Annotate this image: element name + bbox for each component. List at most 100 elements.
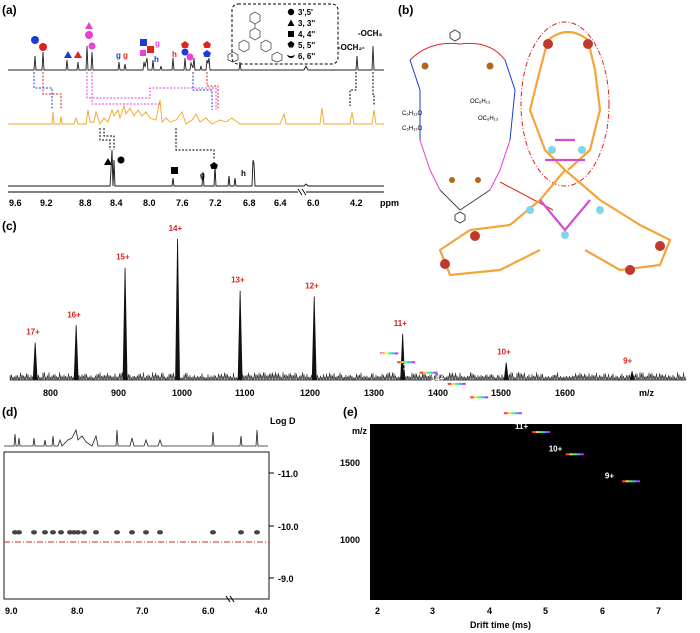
twim-signal-segment bbox=[400, 361, 405, 364]
twim-signal-segment bbox=[518, 412, 522, 415]
marker-magenta-circle-icon bbox=[85, 31, 93, 39]
ms-peak-label: 16+ bbox=[67, 310, 81, 319]
panel-d-label: (d) bbox=[2, 405, 17, 419]
dosy-xtick: 6.0 bbox=[202, 606, 215, 616]
twim-signal-segment bbox=[636, 480, 640, 483]
dosy-signal bbox=[114, 530, 120, 535]
twim-signal-segment bbox=[434, 371, 438, 374]
twim-signal-segment bbox=[404, 361, 408, 364]
dosy-ytick: -11.0 bbox=[278, 469, 298, 479]
ms-tick: 900 bbox=[111, 388, 126, 398]
twim-xtick: 6 bbox=[600, 606, 605, 616]
twim-signal-segment bbox=[451, 382, 455, 385]
assign-line-bottom-3 bbox=[175, 128, 215, 160]
twim-signal-segment bbox=[542, 431, 547, 434]
assign-line-och2 bbox=[349, 72, 357, 106]
twim-signal-segment bbox=[419, 371, 424, 374]
dosy-xtick: 8.0 bbox=[71, 606, 84, 616]
nmr-legend: 3',5' 3, 3'' 4, 4'' 5, 5'' 6, 6'' bbox=[287, 8, 315, 61]
dosy-ylabel: Log D bbox=[270, 416, 296, 426]
peak-h-bottom: h bbox=[241, 169, 246, 178]
peak-och3-label: -OCH₃ bbox=[358, 29, 382, 38]
twim-charge-label: 9+ bbox=[605, 471, 614, 480]
dosy-x-ticks: 9.0 8.0 7.0 6.0 4.0 bbox=[5, 595, 268, 616]
legend-triangle-icon bbox=[287, 19, 295, 26]
twim-xtick: 2 bbox=[375, 606, 380, 616]
ms-peak-label: 15+ bbox=[116, 253, 130, 262]
marker-magenta-square-icon bbox=[140, 50, 146, 56]
dosy-signals bbox=[12, 530, 260, 535]
twim-signal-segment bbox=[532, 431, 536, 434]
marker-red-pentagon-2-icon bbox=[203, 41, 211, 48]
nmr-spectrum-bottom bbox=[8, 149, 384, 187]
dosy-ytick: -9.0 bbox=[278, 574, 294, 584]
ms-peak-label: 14+ bbox=[169, 224, 183, 233]
nmr-legend-box bbox=[231, 3, 339, 65]
twim-signal-segment bbox=[447, 382, 452, 385]
twim-signal-segment bbox=[625, 480, 630, 483]
nmr-tick: 6.4 bbox=[274, 198, 287, 208]
marker-blue-circle-icon bbox=[31, 36, 39, 44]
panel-a-label: (a) bbox=[2, 3, 17, 17]
ligand-structure-drawing bbox=[227, 11, 283, 63]
ms-peak-label: 12+ bbox=[305, 282, 319, 291]
twim-signals: 17+16+ 15+ 14+ 13+ 12+ 11+ 10+ 9+ bbox=[363, 343, 640, 483]
dosy-xtick: 4.0 bbox=[255, 606, 268, 616]
twim-signal-segment bbox=[507, 412, 512, 415]
peak-g-red: g bbox=[123, 51, 128, 60]
nmr-tick: 9.6 bbox=[9, 198, 22, 208]
ms-tick-labels: 800 900 1000 1100 1200 1300 1400 1500 16… bbox=[43, 388, 655, 398]
twim-signal-segment bbox=[576, 453, 581, 456]
assign-line-red-2 bbox=[206, 72, 219, 110]
twim-charge-label: 15+ bbox=[403, 363, 417, 372]
twim-signal-segment bbox=[572, 453, 577, 456]
twim-signal-segment bbox=[632, 480, 637, 483]
ms-baseline-noise bbox=[9, 371, 687, 382]
legend-item-5: 6, 6'' bbox=[298, 52, 315, 61]
twim-charge-label: 17+ bbox=[363, 343, 377, 352]
ms-tick: 1300 bbox=[364, 388, 384, 398]
twim-signal-segment bbox=[546, 431, 550, 434]
ms-peak-14plus bbox=[175, 238, 180, 381]
twim-signal-segment bbox=[484, 396, 489, 399]
twim-signal-segment bbox=[387, 352, 391, 355]
ms-tick: 1200 bbox=[300, 388, 320, 398]
ms-peak-label: 10+ bbox=[497, 348, 511, 357]
peak-letters: g g g h h g h -OCH₂- -OCH₃ bbox=[116, 29, 382, 180]
peak-g-magenta: g bbox=[155, 39, 160, 48]
dosy-signal bbox=[16, 530, 22, 535]
dosy-signal bbox=[210, 530, 216, 535]
twim-signal-segment bbox=[569, 453, 573, 456]
peak-g-bottom: g bbox=[200, 171, 205, 180]
legend-pentagon-icon bbox=[287, 41, 295, 48]
marker-red-pentagon-icon bbox=[181, 41, 189, 48]
legend-item-4: 5, 5'' bbox=[298, 41, 315, 50]
twim-signal-segment bbox=[473, 396, 478, 399]
twim-charge-label: 13+ bbox=[453, 387, 467, 396]
ms-peak-10plus bbox=[503, 362, 509, 381]
dosy-xtick: 7.0 bbox=[136, 606, 149, 616]
marker-black-triangle-icon bbox=[104, 158, 112, 165]
assign-line-och3 bbox=[372, 72, 375, 106]
twim-ytick: 1500 bbox=[340, 458, 360, 468]
twim-signal-segment bbox=[514, 412, 519, 415]
dosy-ytick: -10.0 bbox=[278, 522, 299, 532]
legend-square-icon bbox=[288, 31, 294, 37]
twim-charge-label: 16+ bbox=[380, 352, 394, 361]
nmr-peak-markers bbox=[31, 22, 218, 174]
dosy-1h-projection bbox=[4, 428, 268, 447]
assign-line-bottom-2 bbox=[103, 128, 115, 150]
legend-item-1: 3',5' bbox=[298, 8, 313, 17]
highlight-ellipse bbox=[520, 21, 610, 187]
ms-tick: 1500 bbox=[491, 388, 511, 398]
marker-red-circle-icon bbox=[39, 43, 47, 51]
twim-charge-label: 10+ bbox=[549, 444, 563, 453]
nmr-x-axis bbox=[8, 188, 384, 196]
assign-line-magenta bbox=[86, 72, 217, 110]
peak-h-blue: h bbox=[154, 55, 159, 64]
chain-label-1: C₆H₁₃O bbox=[402, 111, 423, 117]
marker-blue-square-icon bbox=[140, 39, 147, 46]
nmr-tick: 7.6 bbox=[176, 198, 189, 208]
twim-xlabel: Drift time (ms) bbox=[470, 620, 531, 630]
ms-peak-label: 13+ bbox=[231, 276, 245, 285]
